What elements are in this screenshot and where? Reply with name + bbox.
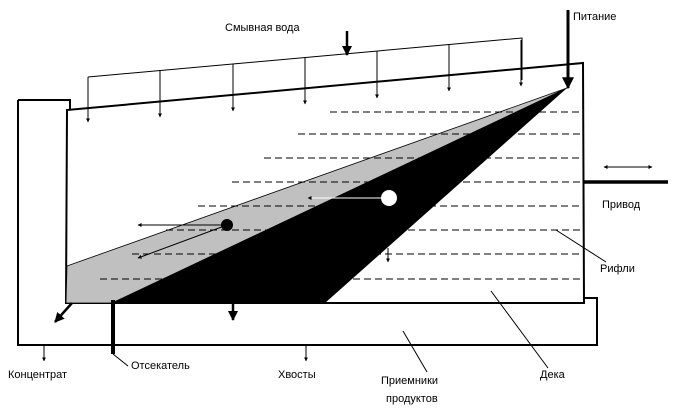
wash-water-manifold — [86, 37, 523, 123]
receivers-label-line1: Приемники — [381, 375, 438, 387]
heavy-particle — [221, 219, 233, 231]
concentrate-label: Концентрат — [8, 369, 67, 381]
receivers-label-line2: продуктов — [386, 393, 438, 405]
feed-label: Питание — [573, 11, 616, 23]
flow-arrow-diagonal — [137, 224, 228, 259]
leader-lines — [112, 229, 607, 373]
tailings-label: Хвосты — [278, 369, 316, 381]
table-outline — [64, 61, 586, 304]
riffle-lines — [100, 111, 582, 280]
splitter-label: Отсекатель — [131, 360, 190, 372]
drive-label: Привод — [602, 199, 641, 211]
product-receivers-outline — [17, 99, 598, 346]
riffles-label: Рифли — [600, 263, 635, 275]
light-particle — [381, 190, 397, 206]
deck-label: Дека — [540, 369, 566, 381]
concentrate-discharge-arrow — [54, 302, 73, 323]
heavy-material-band — [112, 88, 567, 303]
wash-water-label: Смывная вода — [225, 22, 300, 34]
